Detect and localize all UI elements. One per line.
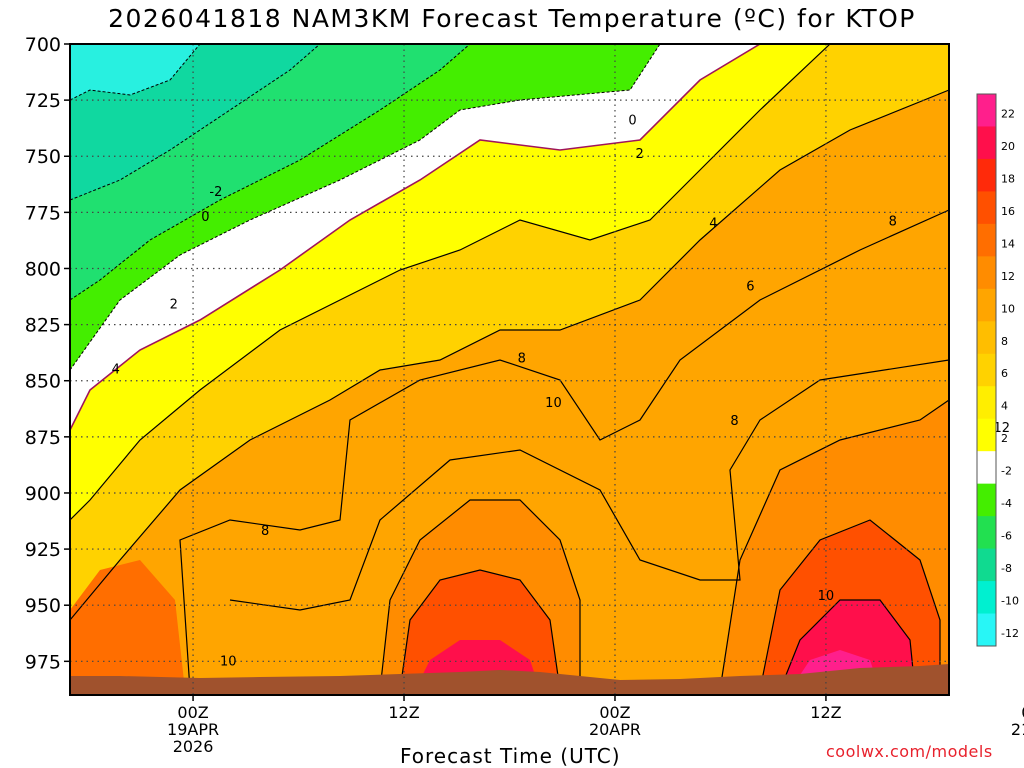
- colorbar-label: 6: [1001, 367, 1008, 380]
- colorbar-frame: [976, 93, 997, 647]
- contour-lines: [70, 44, 949, 691]
- contour-label: 10: [545, 396, 562, 411]
- colorbar-swatch: [977, 126, 996, 160]
- colorbar: 22 20 18 16 14 12 10 8 6 4 2 -2 -4 -6 -8 -10 -12: [976, 93, 1019, 647]
- zero-isotherm: [70, 44, 761, 431]
- contour-label: 4: [112, 363, 120, 378]
- x-tick-label: 12Z: [388, 703, 419, 722]
- chart-title: 2026041818 NAM3KM Forecast Temperature (…: [108, 4, 916, 33]
- colorbar-swatch: [977, 483, 996, 517]
- colorbar-swatch: [977, 516, 996, 550]
- gold-band: [70, 44, 949, 620]
- y-axis: 700 725 750 775 800 825 850 875 900 925 950 975: [25, 34, 70, 673]
- y-tick-label: 700: [25, 34, 61, 56]
- contour-label: 6: [746, 279, 754, 294]
- x-tick-label: 12Z: [810, 703, 841, 722]
- x-tick-label: 21APR: [1011, 720, 1024, 739]
- x-axis-label: Forecast Time (UTC): [400, 744, 621, 768]
- y-tick-label: 875: [25, 427, 61, 449]
- colorbar-label: 10: [1001, 302, 1015, 315]
- colorbar-swatch: [977, 223, 996, 257]
- colorbar-swatch: [977, 158, 996, 192]
- colorbar-swatch: [977, 386, 996, 420]
- colorbar-label: 12: [1001, 270, 1015, 283]
- contour-label: 0: [201, 210, 209, 225]
- terrain: [70, 664, 949, 695]
- contour-label: 0: [628, 113, 636, 128]
- colorbar-label: -4: [1001, 497, 1012, 510]
- colorbar-swatch: [977, 256, 996, 290]
- credit-link[interactable]: coolwx.com/models: [826, 742, 993, 761]
- colorbar-label: -6: [1001, 530, 1012, 543]
- y-tick-label: 825: [25, 315, 61, 337]
- colorbar-label: 16: [1001, 205, 1015, 218]
- contour-label: 10: [818, 589, 835, 604]
- colorbar-label: 20: [1001, 140, 1015, 153]
- contour-label: 8: [889, 214, 897, 229]
- yellow-band: [70, 44, 830, 520]
- colorbar-label: -2: [1001, 465, 1012, 478]
- colorbar-label: 18: [1001, 172, 1015, 185]
- y-tick-label: 900: [25, 483, 61, 505]
- y-tick-label: 850: [25, 371, 61, 393]
- y-tick-label: 950: [25, 595, 61, 617]
- y-tick-label: 975: [25, 651, 61, 673]
- x-tick-label: 00Z: [177, 703, 208, 722]
- colorbar-swatch: [977, 451, 996, 485]
- colorbar-swatch: [977, 548, 996, 582]
- contour-label: 8: [261, 524, 269, 539]
- colorbar-label: -8: [1001, 562, 1012, 575]
- colorbar-swatch: [977, 353, 996, 387]
- dashed-contours: [70, 44, 661, 371]
- contour-label: 10: [220, 654, 237, 669]
- colorbar-label: -12: [1001, 627, 1019, 640]
- contour-label: 8: [730, 414, 738, 429]
- contour-label: 8: [518, 351, 526, 366]
- warm-left: [70, 560, 185, 690]
- colorbar-label: 22: [1001, 107, 1015, 120]
- y-tick-label: 725: [25, 90, 61, 112]
- x-tick-label: 2026: [173, 737, 214, 756]
- colorbar-swatch: [977, 613, 996, 647]
- y-tick-label: 750: [25, 146, 61, 168]
- x-tick-label: 20APR: [589, 720, 641, 739]
- colorbar-swatch: [977, 418, 996, 452]
- x-tick-label: 19APR: [167, 720, 219, 739]
- zero-band: [70, 44, 760, 430]
- colorbar-label: 2: [1001, 432, 1008, 445]
- cold-field-aqua: [70, 44, 200, 100]
- y-tick-label: 800: [25, 258, 61, 280]
- colorbar-swatch: [977, 581, 996, 615]
- colorbar-label: -10: [1001, 595, 1019, 608]
- colorbar-swatch: [977, 191, 996, 225]
- gridlines: [70, 43, 949, 695]
- y-tick-label: 925: [25, 539, 61, 561]
- colorbar-label: 14: [1001, 237, 1015, 250]
- plot-frame: [69, 43, 950, 696]
- contour-label: 12: [993, 421, 1010, 436]
- colorbar-swatch: [977, 321, 996, 355]
- contour-label: 2: [635, 147, 643, 162]
- colorbar-swatch: [977, 94, 996, 127]
- x-axis: 00Z19APR202612Z00Z20APR12Z00Z21APR: [167, 695, 1024, 756]
- x-tick-label: 00Z: [599, 703, 630, 722]
- colorbar-swatch: [977, 288, 996, 322]
- contour-label: -2: [209, 185, 222, 200]
- x-tick-label: 00Z: [1021, 703, 1024, 722]
- contour-label: 4: [709, 217, 717, 232]
- colorbar-label: 8: [1001, 335, 1008, 348]
- y-tick-label: 775: [25, 202, 61, 224]
- contour-label: 2: [170, 297, 178, 312]
- colorbar-label: 4: [1001, 400, 1008, 413]
